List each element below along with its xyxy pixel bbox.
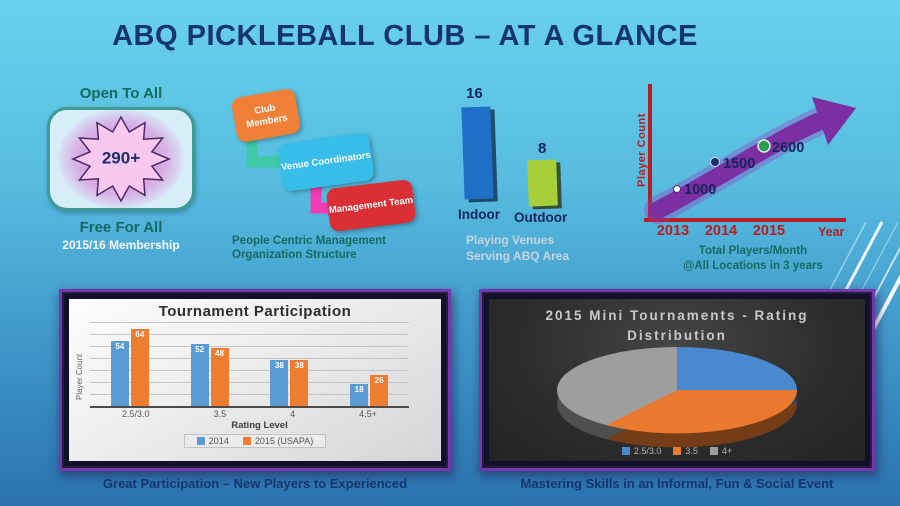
legend-label: 3.5 bbox=[685, 446, 698, 456]
membership-sublabel: 2015/16 Membership bbox=[62, 238, 180, 252]
pie-top-face bbox=[557, 347, 797, 434]
growth-xlabel: Year bbox=[818, 225, 845, 239]
legend-item: 4+ bbox=[709, 446, 733, 456]
bar-2015-usapa-: 38 bbox=[290, 360, 309, 406]
venues-chart: 16 8 Indoor Outdoor Playing Venues Servi… bbox=[450, 85, 615, 275]
venues-caption: Playing Venues Serving ABQ Area bbox=[466, 233, 569, 264]
bar-value-label: 26 bbox=[374, 376, 384, 385]
bar-group: 52 48 bbox=[190, 344, 230, 406]
tournament-chart: Tournament Participation Player Count 54… bbox=[69, 299, 441, 461]
pie-chart bbox=[557, 347, 797, 455]
data-point-2014 bbox=[710, 157, 720, 167]
bar-2014: 52 bbox=[190, 344, 209, 406]
growth-caption-line2: @All Locations in 3 years bbox=[683, 259, 823, 272]
open-to-all-label: Open To All bbox=[79, 85, 163, 102]
legend-item: 2015 (USAPA) bbox=[242, 436, 314, 446]
arrowhead bbox=[812, 97, 856, 145]
growth-chart: Player Count 1000 1500 2600 2013 2014 20… bbox=[628, 82, 890, 274]
member-count: 290+ bbox=[101, 148, 141, 168]
tournament-panel: Tournament Participation Player Count 54… bbox=[62, 292, 448, 468]
legend-label: 2.5/3.0 bbox=[633, 446, 662, 456]
pie-legend: 2.5/3.0 3.5 4+ bbox=[489, 446, 865, 456]
org-caption-line2: Organization Structure bbox=[232, 249, 357, 262]
growth-value-2013: 1000 bbox=[684, 182, 717, 198]
membership-badge: 290+ bbox=[47, 107, 195, 211]
caption-tournament: Great Participation – New Players to Exp… bbox=[102, 476, 408, 491]
legend-label: 2014 bbox=[208, 436, 229, 446]
tournament-xlabel: Rating Level bbox=[231, 420, 288, 431]
pie-title-line1: 2015 Mini Tournaments - Rating bbox=[545, 308, 809, 323]
bar-value-label: 38 bbox=[294, 361, 304, 370]
page-title: ABQ PICKLEBALL CLUB – AT A GLANCE bbox=[112, 20, 698, 52]
bar-2015-usapa-: 48 bbox=[210, 348, 229, 406]
legend-item: 2.5/3.0 bbox=[621, 446, 662, 456]
bar-group: 38 38 bbox=[269, 360, 309, 406]
legend-swatch bbox=[196, 437, 205, 445]
venue-bar-indoor bbox=[461, 106, 494, 200]
bar-2014: 18 bbox=[350, 384, 369, 406]
bar-value-label: 18 bbox=[354, 385, 364, 394]
category-label: 2.5/3.0 bbox=[122, 409, 150, 419]
legend-swatch bbox=[242, 437, 251, 445]
tournament-bars: 54 64 52 48 38 38 18 26 bbox=[90, 322, 409, 406]
data-point-2013 bbox=[673, 185, 681, 193]
org-structure-panel: Club Members Venue Coordinators Manageme… bbox=[228, 87, 440, 278]
data-point-2015 bbox=[757, 139, 771, 153]
bar-value-label: 54 bbox=[115, 342, 125, 351]
growth-x-axis bbox=[644, 218, 846, 222]
venue-value-outdoor: 8 bbox=[538, 140, 547, 157]
starburst-icon bbox=[71, 115, 171, 203]
tournament-plot: 54 64 52 48 38 38 18 26 bbox=[90, 322, 409, 408]
bar-2015-usapa-: 64 bbox=[130, 329, 149, 406]
org-caption: People Centric Management Organization S… bbox=[232, 234, 386, 263]
growth-y-axis bbox=[648, 84, 652, 222]
year-label-2015: 2015 bbox=[752, 223, 786, 239]
tournament-ylabel: Player Count bbox=[75, 353, 84, 400]
legend-label: 2015 (USAPA) bbox=[254, 436, 314, 446]
caption-pie: Mastering Skills in an Informal, Fun & S… bbox=[520, 476, 834, 491]
bar-group: 54 64 bbox=[110, 329, 150, 406]
category-label: 3.5 bbox=[213, 409, 227, 419]
growth-caption-line1: Total Players/Month bbox=[698, 245, 808, 257]
bar-group: 18 26 bbox=[349, 375, 389, 406]
growth-value-2015: 2600 bbox=[772, 140, 805, 156]
category-label: 4 bbox=[290, 409, 296, 419]
legend-label: 4+ bbox=[721, 446, 733, 456]
venue-label-indoor: Indoor bbox=[458, 207, 500, 222]
bar-2014: 54 bbox=[110, 341, 129, 406]
bar-value-label: 64 bbox=[135, 330, 145, 339]
venue-bar-outdoor bbox=[527, 159, 558, 207]
year-label-2014: 2014 bbox=[704, 223, 738, 239]
org-caption-line1: People Centric Management bbox=[232, 235, 387, 247]
venues-caption-line1: Playing Venues bbox=[466, 233, 555, 247]
legend-item: 3.5 bbox=[673, 446, 698, 456]
bar-2014: 38 bbox=[270, 360, 289, 406]
legend-swatch bbox=[709, 447, 718, 455]
membership-panel: Open To All 290+ Free For All 2015/16 Me… bbox=[40, 85, 202, 252]
bar-value-label: 38 bbox=[274, 361, 284, 370]
tournament-title: Tournament Participation bbox=[158, 303, 352, 320]
venues-caption-line2: Serving ABQ Area bbox=[466, 248, 570, 263]
pie-title: 2015 Mini Tournaments - Rating Distribut… bbox=[489, 299, 865, 345]
bar-value-label: 48 bbox=[215, 349, 225, 358]
category-label: 4.5+ bbox=[359, 409, 377, 419]
venue-label-outdoor: Outdoor bbox=[514, 210, 568, 225]
bar-2015-usapa-: 26 bbox=[370, 375, 389, 406]
pie-chart-area: 2015 Mini Tournaments - Rating Distribut… bbox=[489, 299, 865, 461]
year-label-2013: 2013 bbox=[656, 223, 690, 239]
legend-item: 2014 bbox=[196, 436, 229, 446]
tournament-legend: 2014 2015 (USAPA) bbox=[183, 434, 327, 448]
legend-swatch bbox=[673, 447, 682, 455]
venue-value-indoor: 16 bbox=[466, 85, 483, 102]
tournament-categories: 2.5/3.0 3.5 4 4.5+ bbox=[90, 409, 409, 419]
pie-title-line2: Distribution bbox=[627, 327, 727, 343]
legend-swatch bbox=[621, 447, 630, 455]
pie-panel: 2015 Mini Tournaments - Rating Distribut… bbox=[482, 292, 872, 468]
growth-value-2014: 1500 bbox=[723, 156, 756, 172]
bar-value-label: 52 bbox=[195, 345, 205, 354]
free-for-all-label: Free For All bbox=[79, 219, 163, 236]
growth-caption: Total Players/Month @All Locations in 3 … bbox=[638, 244, 868, 274]
growth-arrow-icon bbox=[644, 97, 856, 224]
